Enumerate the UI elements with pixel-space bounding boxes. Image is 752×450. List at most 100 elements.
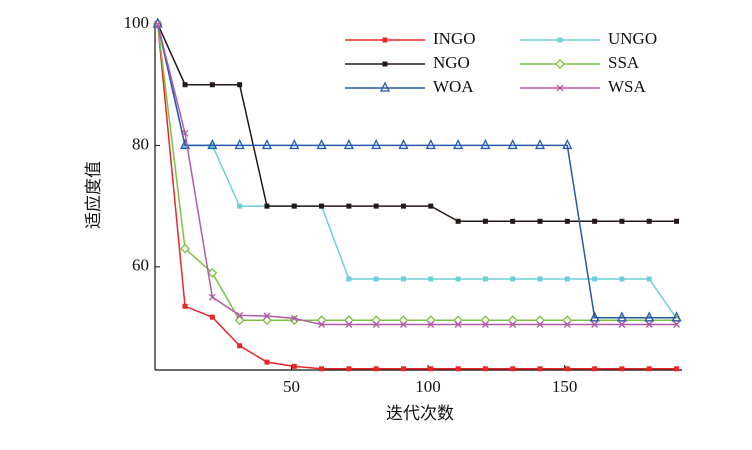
- marker: [619, 276, 625, 282]
- marker: [619, 218, 625, 224]
- marker: [261, 138, 273, 150]
- marker: [237, 82, 243, 88]
- marker: [209, 82, 215, 88]
- marker: [400, 366, 406, 372]
- marker: [262, 315, 272, 326]
- marker: [482, 276, 488, 282]
- marker: [237, 343, 243, 349]
- marker: [619, 366, 625, 372]
- marker: [536, 321, 544, 328]
- marker: [455, 366, 461, 372]
- marker: [455, 276, 461, 282]
- marker: [373, 366, 379, 372]
- marker: [674, 366, 680, 372]
- marker: [291, 363, 297, 369]
- marker: [618, 321, 626, 328]
- marker: [510, 366, 516, 372]
- marker: [379, 81, 391, 92]
- series-line: [156, 23, 678, 319]
- x-tick-label: 100: [415, 377, 441, 396]
- marker: [237, 203, 243, 209]
- x-tick-label: 150: [552, 377, 578, 396]
- marker: [562, 315, 573, 326]
- marker: [509, 321, 517, 328]
- marker: [316, 138, 327, 150]
- marker: [671, 311, 682, 322]
- marker: [316, 315, 327, 326]
- marker: [428, 203, 434, 209]
- series-line: [157, 23, 677, 326]
- y-tick-label: 80: [132, 134, 149, 153]
- marker: [343, 315, 354, 326]
- x-axis-label: 迭代次数: [386, 404, 454, 423]
- marker: [564, 366, 570, 372]
- y-axis-label: 适应度值: [84, 161, 103, 229]
- y-tick-label: 60: [132, 256, 149, 275]
- marker: [428, 276, 434, 282]
- marker: [455, 218, 461, 224]
- marker: [534, 138, 546, 150]
- marker: [591, 321, 599, 328]
- marker: [182, 303, 188, 309]
- marker: [555, 59, 565, 69]
- marker: [182, 82, 188, 88]
- marker: [346, 276, 352, 282]
- marker: [592, 276, 598, 282]
- marker: [289, 138, 300, 150]
- marker: [507, 138, 518, 150]
- marker: [154, 20, 162, 28]
- marker: [372, 321, 380, 328]
- marker: [563, 321, 571, 328]
- marker: [290, 314, 298, 322]
- series-line: [157, 23, 677, 223]
- marker: [537, 276, 543, 282]
- marker: [454, 321, 462, 328]
- series-line: [156, 23, 677, 321]
- marker: [234, 138, 245, 150]
- marker: [589, 311, 600, 322]
- marker: [263, 312, 271, 320]
- marker: [616, 311, 627, 322]
- marker: [592, 366, 598, 372]
- marker: [209, 314, 215, 320]
- marker: [264, 359, 270, 365]
- marker: [453, 315, 464, 326]
- marker: [453, 138, 464, 150]
- marker: [398, 315, 409, 326]
- marker: [264, 203, 270, 209]
- marker: [592, 218, 598, 224]
- marker: [674, 218, 680, 224]
- marker: [371, 138, 382, 150]
- legend-label: WOA: [433, 77, 474, 96]
- marker: [537, 218, 543, 224]
- marker: [373, 276, 379, 282]
- marker: [400, 321, 407, 328]
- marker: [535, 315, 545, 326]
- marker: [507, 315, 518, 326]
- marker: [564, 218, 570, 224]
- marker: [346, 366, 352, 372]
- marker: [646, 366, 652, 372]
- legend-label: INGO: [433, 29, 476, 48]
- marker: [564, 276, 570, 282]
- marker: [644, 311, 655, 322]
- marker: [480, 315, 491, 326]
- marker: [345, 321, 353, 328]
- marker: [291, 203, 297, 209]
- y-tick-label: 100: [124, 13, 150, 32]
- marker: [343, 138, 354, 150]
- marker: [373, 203, 379, 209]
- marker: [510, 276, 516, 282]
- marker: [481, 321, 489, 328]
- marker: [398, 138, 409, 150]
- marker: [425, 138, 436, 150]
- marker: [180, 243, 190, 254]
- x-tick-label: 50: [283, 377, 300, 396]
- marker: [646, 218, 652, 224]
- marker: [382, 61, 388, 67]
- marker: [207, 138, 218, 150]
- legend-label: WSA: [608, 77, 647, 96]
- marker: [427, 321, 435, 328]
- marker: [428, 366, 434, 372]
